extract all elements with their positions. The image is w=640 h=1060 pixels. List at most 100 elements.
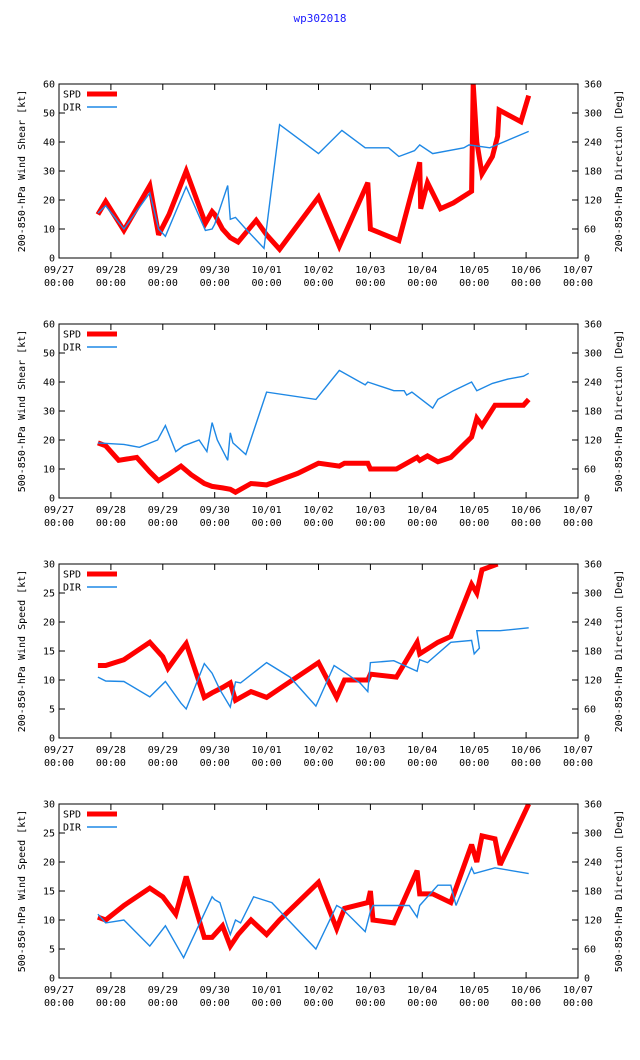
x-tick-label: 10/04 — [407, 745, 437, 756]
x-tick-label: 09/29 — [148, 745, 178, 756]
y2-tick-label: 240 — [584, 618, 602, 629]
series-dir-line — [97, 866, 529, 960]
x-tick-label: 10/04 — [407, 265, 437, 276]
y-tick-label: 25 — [43, 589, 55, 600]
legend-label-dir: DIR — [63, 103, 82, 114]
y2-tick-label: 120 — [584, 436, 602, 447]
y2-tick-label: 60 — [584, 225, 596, 236]
x-tick-label-time: 00:00 — [44, 278, 74, 289]
y-tick-label: 30 — [43, 407, 55, 418]
x-tick-label: 10/06 — [511, 505, 541, 516]
series-dir-line — [97, 123, 529, 250]
y-tick-label: 30 — [43, 560, 55, 571]
y2-tick-label: 60 — [584, 705, 596, 716]
series-spd-line — [97, 804, 531, 952]
y2-axis-label: 200-850-hPa Direction [Deg] — [614, 570, 625, 733]
y-tick-label: 30 — [43, 167, 55, 178]
legend-label-spd: SPD — [63, 90, 81, 101]
plot-frame — [58, 803, 579, 979]
x-tick-label: 10/06 — [511, 265, 541, 276]
y-tick-label: 0 — [49, 254, 55, 265]
y-tick-label: 0 — [49, 494, 55, 505]
x-tick-label-time: 00:00 — [511, 518, 541, 529]
x-tick-label: 10/01 — [252, 745, 282, 756]
y2-tick-label: 0 — [584, 734, 590, 745]
x-tick-label-time: 00:00 — [511, 278, 541, 289]
y-tick-label: 60 — [43, 80, 55, 91]
x-tick-label: 10/04 — [407, 985, 437, 996]
x-tick-label: 10/01 — [252, 505, 282, 516]
x-tick-label: 10/07 — [563, 505, 593, 516]
y2-tick-label: 180 — [584, 167, 602, 178]
y-tick-label: 0 — [49, 974, 55, 985]
y-axis-label: 200-850-hPa Wind Shear [kt] — [17, 90, 28, 253]
x-tick-label-time: 00:00 — [407, 758, 437, 769]
x-tick-label: 09/27 — [44, 505, 74, 516]
x-tick-label-time: 00:00 — [511, 758, 541, 769]
y-tick-label: 0 — [49, 734, 55, 745]
x-tick-label-time: 00:00 — [303, 518, 333, 529]
x-tick-label: 10/04 — [407, 505, 437, 516]
x-tick-label: 10/05 — [459, 985, 489, 996]
x-tick-label: 10/05 — [459, 505, 489, 516]
y-tick-label: 10 — [43, 465, 55, 476]
series-dir-line — [97, 369, 530, 461]
y2-tick-label: 0 — [584, 254, 590, 265]
x-tick-label-time: 00:00 — [303, 998, 333, 1009]
x-tick-label: 10/07 — [563, 985, 593, 996]
x-tick-label-time: 00:00 — [200, 278, 230, 289]
x-tick-label: 10/02 — [303, 265, 333, 276]
x-tick-label: 10/03 — [355, 985, 385, 996]
legend: SPD DIR — [63, 810, 117, 834]
legend: SPD DIR — [63, 570, 117, 594]
x-tick-label-time: 00:00 — [303, 278, 333, 289]
y-tick-label: 50 — [43, 109, 55, 120]
series-spd-line — [97, 397, 531, 496]
x-tick-label: 09/30 — [200, 265, 230, 276]
y2-tick-label: 240 — [584, 378, 602, 389]
x-tick-label: 09/28 — [96, 505, 126, 516]
y-axis-label: 200-850-hPa Wind Speed [kt] — [17, 570, 28, 733]
x-tick-label: 09/28 — [96, 745, 126, 756]
legend-label-dir: DIR — [63, 583, 82, 594]
y-tick-label: 5 — [49, 945, 55, 956]
y-tick-label: 10 — [43, 225, 55, 236]
x-tick-label-time: 00:00 — [303, 758, 333, 769]
y2-tick-label: 360 — [584, 320, 602, 331]
y2-tick-label: 240 — [584, 138, 602, 149]
legend-label-dir: DIR — [63, 343, 82, 354]
x-tick-label: 10/02 — [303, 505, 333, 516]
x-tick-label-time: 00:00 — [148, 278, 178, 289]
y-tick-label: 30 — [43, 800, 55, 811]
x-tick-label-time: 00:00 — [459, 278, 489, 289]
y-tick-label: 20 — [43, 196, 55, 207]
x-tick-label: 10/03 — [355, 505, 385, 516]
y2-tick-label: 360 — [584, 80, 602, 91]
page-title: wp302018 — [293, 12, 347, 25]
x-tick-label: 09/27 — [44, 985, 74, 996]
x-tick-label: 09/30 — [200, 985, 230, 996]
x-tick-label-time: 00:00 — [252, 758, 282, 769]
y2-tick-label: 180 — [584, 647, 602, 658]
chart-panel-1: 0 10 20 30 40 50 60 0 60 120 180 240 300 360 09/27 00:0… — [17, 80, 625, 290]
x-tick-label: 09/27 — [44, 265, 74, 276]
x-tick-label: 09/28 — [96, 985, 126, 996]
y2-tick-label: 60 — [584, 945, 596, 956]
y2-tick-label: 300 — [584, 829, 602, 840]
y-axis-label: 500-850-hPa Wind Shear [kt] — [17, 330, 28, 493]
y2-tick-label: 0 — [584, 974, 590, 985]
x-tick-label: 10/03 — [355, 265, 385, 276]
y2-tick-label: 120 — [584, 916, 602, 927]
y-tick-label: 5 — [49, 705, 55, 716]
plot-frame — [58, 563, 579, 739]
x-tick-label-time: 00:00 — [355, 998, 385, 1009]
y-tick-label: 20 — [43, 436, 55, 447]
x-tick-label-time: 00:00 — [200, 758, 230, 769]
y2-axis-label: 500-850-hPa Direction [Deg] — [614, 330, 625, 493]
x-tick-label-time: 00:00 — [407, 518, 437, 529]
x-tick-label-time: 00:00 — [563, 278, 593, 289]
y2-tick-label: 360 — [584, 560, 602, 571]
x-tick-label-time: 00:00 — [200, 518, 230, 529]
y-tick-label: 20 — [43, 618, 55, 629]
